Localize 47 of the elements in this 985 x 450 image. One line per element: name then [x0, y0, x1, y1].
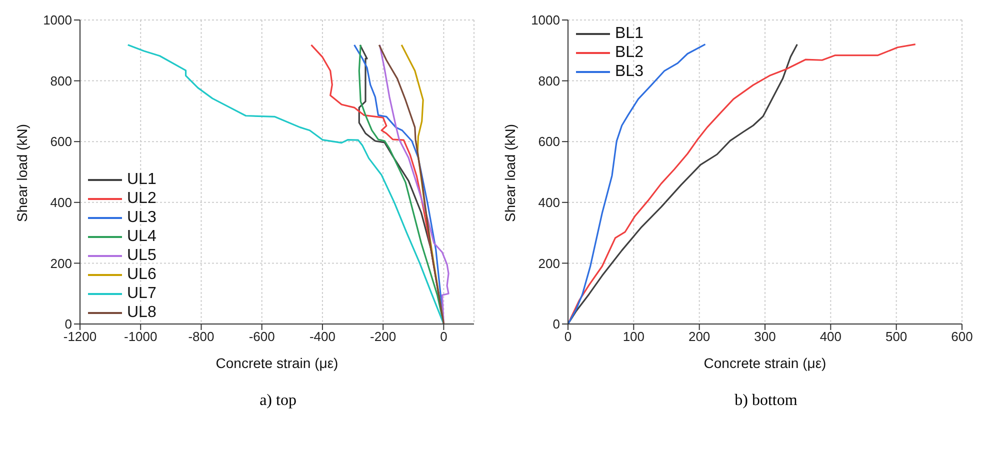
- x-tick-label: 400: [820, 329, 842, 344]
- legend-label: UL4: [127, 228, 156, 246]
- text: b) bottom: [734, 392, 798, 410]
- y-tick-label: 400: [538, 195, 560, 210]
- y-tick-label: 800: [50, 73, 72, 88]
- y-axis-title: Shear load (kN): [502, 124, 518, 222]
- legend-label: UL2: [127, 190, 156, 208]
- legend-label: UL3: [127, 208, 156, 226]
- x-axis-title: Concrete strain (με): [216, 355, 338, 371]
- legend-label: UL5: [127, 246, 156, 264]
- y-tick-label: 1000: [43, 12, 72, 28]
- legend-label: UL8: [127, 304, 156, 322]
- y-axis-title: Shear load (kN): [14, 124, 30, 222]
- x-tick-label: -400: [309, 329, 336, 344]
- x-tick-label: -200: [370, 329, 396, 344]
- legend-label: BL3: [615, 62, 644, 80]
- y-tick-label: 600: [50, 134, 72, 150]
- legend-label: UL7: [127, 284, 156, 302]
- legend-label: BL1: [615, 24, 644, 42]
- y-tick-label: 600: [538, 134, 560, 150]
- y-tick-label: 0: [552, 316, 560, 332]
- text: a) top: [258, 392, 298, 410]
- y-tick-label: 0: [64, 316, 72, 332]
- x-tick-label: 100: [622, 329, 645, 344]
- line-series: [568, 44, 916, 324]
- x-tick-label: 600: [951, 329, 973, 344]
- x-tick-label: 0: [564, 329, 572, 344]
- x-tick-label: -1000: [124, 329, 158, 344]
- x-tick-label: 500: [885, 329, 908, 344]
- y-tick-label: 800: [538, 73, 560, 88]
- x-tick-label: 0: [440, 329, 448, 344]
- y-tick-label: 1000: [531, 12, 560, 28]
- x-tick-label: 200: [688, 329, 710, 344]
- line-series: [127, 44, 444, 324]
- legend-label: UL1: [127, 170, 156, 188]
- x-tick-label: -600: [248, 329, 275, 344]
- x-tick-label: -800: [188, 329, 214, 344]
- y-tick-label: 200: [50, 256, 72, 271]
- line-series: [568, 44, 706, 324]
- y-tick-label: 400: [50, 195, 72, 210]
- line-series: [568, 44, 798, 324]
- legend-label: BL2: [615, 44, 644, 62]
- x-tick-label: 300: [754, 329, 776, 344]
- legend-label: UL6: [127, 266, 156, 284]
- x-axis-title: Concrete strain (με): [704, 355, 826, 371]
- y-tick-label: 200: [538, 256, 560, 271]
- x-tick-label: -1200: [63, 329, 97, 344]
